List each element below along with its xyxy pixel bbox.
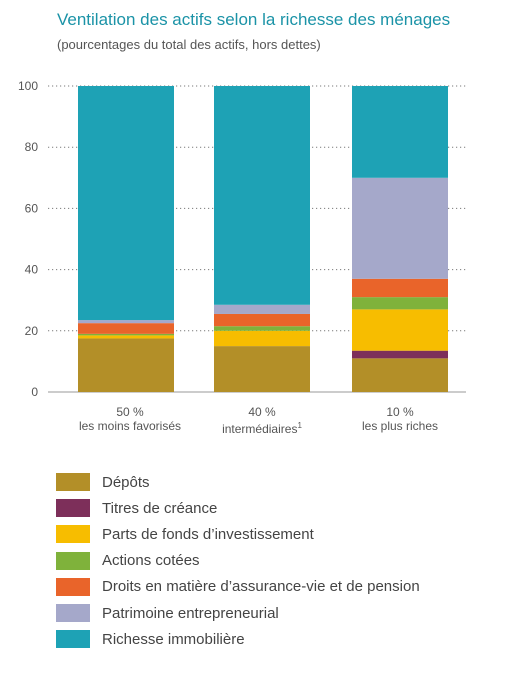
legend-item-titres-de-creance: Titres de créance: [56, 495, 420, 521]
y-tick-label: 40: [25, 263, 39, 277]
footnote-marker: 1: [297, 421, 302, 430]
y-tick-label: 20: [25, 324, 39, 338]
legend-swatch: [56, 499, 90, 518]
bar-segment: [352, 177, 448, 279]
bar-segment: [78, 338, 174, 392]
bar-segment: [352, 297, 448, 310]
bar-segment: [214, 86, 310, 305]
category-name: les plus riches: [361, 419, 439, 433]
y-tick-label: 60: [25, 201, 39, 215]
legend-item-actions-cotees: Actions cotées: [56, 548, 420, 574]
bar-segment: [352, 278, 448, 298]
legend-label: Richesse immobilière: [102, 630, 245, 648]
y-tick-label: 100: [18, 79, 38, 93]
bar-segment: [352, 309, 448, 351]
legend-item-patrimoine-entrepreneurial: Patrimoine entrepreneurial: [56, 600, 420, 626]
legend-swatch: [56, 473, 90, 492]
legend-swatch: [56, 630, 90, 649]
category-label-middle: 40 % intermédiaires1: [192, 405, 332, 436]
legend-label: Dépôts: [102, 473, 150, 491]
bar-segment: [214, 330, 310, 347]
legend-label: Actions cotées: [102, 552, 200, 570]
legend-item-assurance-vie-pension: Droits en matière d’assurance-vie et de …: [56, 574, 420, 600]
legend-item-fonds-investissement: Parts de fonds d’investissement: [56, 521, 420, 547]
category-share: 10 %: [386, 405, 414, 419]
bar-segment: [352, 358, 448, 392]
legend-swatch: [56, 577, 90, 596]
legend-swatch: [56, 604, 90, 623]
category-name-text: intermédiaires: [222, 422, 298, 436]
bar-segment: [78, 320, 174, 324]
legend-label: Droits en matière d’assurance-vie et de …: [102, 578, 420, 596]
category-share: 50 %: [116, 405, 144, 419]
bar-segment: [214, 313, 310, 327]
legend-swatch: [56, 551, 90, 570]
y-tick-label: 80: [25, 140, 39, 154]
bar-segment: [214, 326, 310, 331]
legend-item-depots: Dépôts: [56, 469, 420, 495]
y-tick-label: 0: [31, 385, 38, 399]
category-name: les moins favorisés: [78, 419, 182, 433]
category-name: intermédiaires1: [192, 419, 332, 436]
legend-label: Titres de créance: [102, 499, 218, 517]
category-share: 40 %: [248, 405, 276, 419]
bar-segment: [78, 86, 174, 321]
chart-subtitle: (pourcentages du total des actifs, hors …: [57, 37, 321, 52]
bar-segment: [78, 335, 174, 339]
category-label-richest: 10 % les plus riches: [330, 405, 470, 433]
legend-label: Parts de fonds d’investissement: [102, 525, 314, 543]
bar-segment: [214, 346, 310, 392]
bar-segment: [78, 333, 174, 336]
legend-label: Patrimoine entrepreneurial: [102, 604, 279, 622]
bar-segment: [78, 323, 174, 334]
bar-segment: [352, 86, 448, 178]
category-label-poorest: 50 % les moins favorisés: [60, 405, 200, 433]
legend-item-richesse-immobiliere: Richesse immobilière: [56, 626, 420, 652]
bar-segment: [214, 304, 310, 314]
stacked-bar-chart: 0 20 40 60 80 100: [18, 79, 466, 399]
bar-segment: [352, 350, 448, 359]
legend-swatch: [56, 525, 90, 544]
chart-legend: Dépôts Titres de créance Parts de fonds …: [56, 469, 420, 652]
chart-title: Ventilation des actifs selon la richesse…: [57, 10, 451, 29]
